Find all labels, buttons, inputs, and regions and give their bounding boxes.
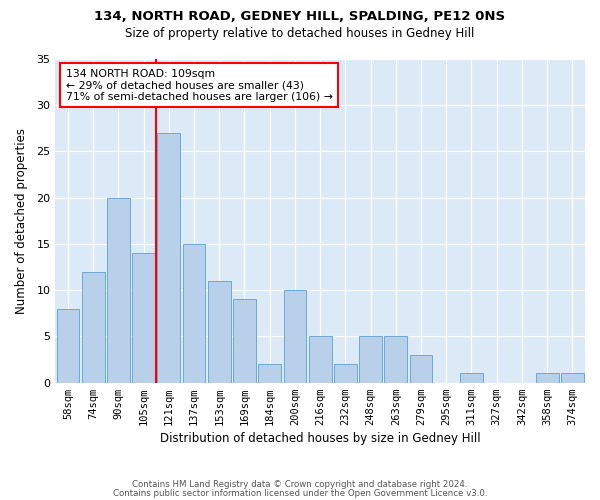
Text: 134, NORTH ROAD, GEDNEY HILL, SPALDING, PE12 0NS: 134, NORTH ROAD, GEDNEY HILL, SPALDING, …	[94, 10, 506, 23]
Text: Contains HM Land Registry data © Crown copyright and database right 2024.: Contains HM Land Registry data © Crown c…	[132, 480, 468, 489]
Bar	[182, 244, 205, 382]
Text: 134 NORTH ROAD: 109sqm
← 29% of detached houses are smaller (43)
71% of semi-det: 134 NORTH ROAD: 109sqm ← 29% of detached…	[66, 68, 333, 102]
Bar	[536, 374, 559, 382]
Bar	[208, 281, 230, 382]
Bar	[561, 374, 584, 382]
Bar	[410, 355, 433, 382]
Bar	[385, 336, 407, 382]
Bar	[56, 308, 79, 382]
Text: Size of property relative to detached houses in Gedney Hill: Size of property relative to detached ho…	[125, 28, 475, 40]
Bar	[107, 198, 130, 382]
Bar	[157, 133, 180, 382]
Bar	[82, 272, 104, 382]
Text: Contains public sector information licensed under the Open Government Licence v3: Contains public sector information licen…	[113, 489, 487, 498]
Bar	[233, 300, 256, 382]
Bar	[309, 336, 332, 382]
Bar	[259, 364, 281, 382]
Bar	[359, 336, 382, 382]
Y-axis label: Number of detached properties: Number of detached properties	[15, 128, 28, 314]
Bar	[460, 374, 483, 382]
Bar	[132, 253, 155, 382]
Bar	[284, 290, 306, 382]
Bar	[334, 364, 357, 382]
X-axis label: Distribution of detached houses by size in Gedney Hill: Distribution of detached houses by size …	[160, 432, 481, 445]
